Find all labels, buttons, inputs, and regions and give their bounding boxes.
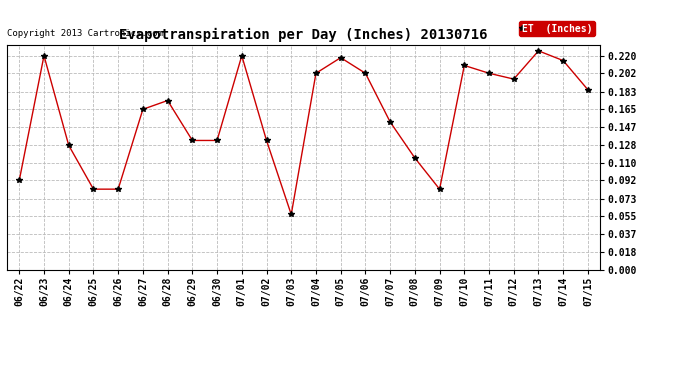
ET  (Inches) bbox=[386, 120, 394, 124]
ET  (Inches) bbox=[15, 178, 23, 183]
ET  (Inches) bbox=[213, 138, 221, 143]
ET  (Inches) bbox=[287, 212, 295, 217]
ET  (Inches) bbox=[139, 107, 147, 111]
ET  (Inches) bbox=[362, 71, 370, 75]
ET  (Inches) bbox=[262, 138, 270, 143]
ET  (Inches) bbox=[559, 58, 567, 63]
ET  (Inches) bbox=[65, 143, 73, 148]
ET  (Inches) bbox=[89, 187, 97, 191]
ET  (Inches) bbox=[237, 54, 246, 58]
Title: Evapotranspiration per Day (Inches) 20130716: Evapotranspiration per Day (Inches) 2013… bbox=[119, 28, 488, 42]
ET  (Inches) bbox=[40, 54, 48, 58]
ET  (Inches) bbox=[510, 77, 518, 81]
ET  (Inches) bbox=[485, 71, 493, 75]
Line: ET  (Inches): ET (Inches) bbox=[17, 48, 591, 217]
ET  (Inches) bbox=[584, 87, 592, 92]
ET  (Inches) bbox=[534, 49, 542, 53]
ET  (Inches) bbox=[188, 138, 197, 143]
ET  (Inches) bbox=[312, 71, 320, 75]
ET  (Inches) bbox=[337, 56, 345, 60]
Legend: ET  (Inches): ET (Inches) bbox=[519, 21, 595, 36]
ET  (Inches) bbox=[460, 63, 469, 68]
ET  (Inches) bbox=[435, 187, 444, 191]
ET  (Inches) bbox=[164, 98, 172, 103]
ET  (Inches) bbox=[114, 187, 122, 191]
ET  (Inches) bbox=[411, 156, 419, 160]
Text: Copyright 2013 Cartronics.com: Copyright 2013 Cartronics.com bbox=[7, 29, 163, 38]
